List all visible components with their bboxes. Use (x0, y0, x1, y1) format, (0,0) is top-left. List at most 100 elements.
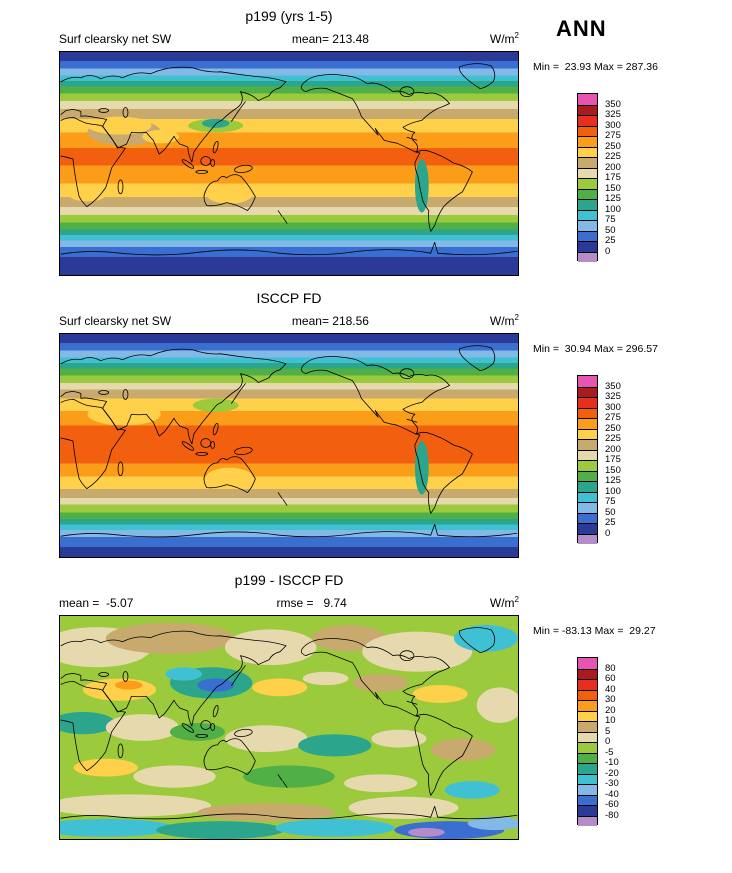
field-patch (73, 758, 138, 777)
colorbar-tick-label: 25 (605, 235, 616, 246)
colorbar-tick-label: 300 (605, 119, 621, 131)
colorbar-swatch (578, 763, 597, 774)
colorbar-tick-label: -60 (605, 799, 619, 810)
colorbar-swatch (578, 481, 597, 492)
field-patch (142, 130, 180, 144)
colorbar-swatch (578, 449, 597, 460)
field-patch (87, 403, 161, 426)
colorbar-tick-label: 75 (605, 496, 616, 507)
colorbar-swatch (578, 439, 597, 450)
field-patch (467, 816, 518, 831)
colorbar-tick-label: -5 (605, 746, 614, 758)
colorbar-swatch (578, 220, 597, 231)
field-patch (348, 796, 459, 819)
colorbar-tick-label: 100 (605, 203, 621, 215)
field-patch (353, 673, 409, 692)
colorbar-tick-label: 20 (605, 704, 616, 716)
colorbar-tick-label: -10 (605, 757, 619, 768)
field-patch (133, 765, 216, 788)
colorbar-swatch (578, 146, 597, 157)
colorbar-tick-label: 100 (605, 485, 621, 497)
colorbar-tick-label: 50 (605, 224, 616, 236)
panel-model: p199 (yrs 1-5) Surf clearsky net SW mean… (0, 8, 732, 276)
season-label: ANN (556, 16, 607, 41)
coastline-overlay (60, 63, 518, 256)
panel-body: Min = 23.93 Max = 287.36 350 325 300 275 250… (0, 51, 732, 276)
colorbar-swatch (578, 209, 597, 220)
colorbar-tick-label: 25 (605, 517, 616, 528)
colorbar-swatch (578, 460, 597, 471)
field-patch (298, 734, 372, 757)
colorbar-tick-label: 175 (605, 454, 621, 465)
colorbar-swatch (578, 710, 597, 721)
field-patch (243, 765, 335, 788)
colorbar-swatch (578, 502, 597, 513)
legend-column: Min = 23.93 Max = 287.36 350 325 300 275 250… (533, 61, 729, 262)
colorbar-swatch (578, 731, 597, 742)
field-patch (201, 118, 230, 128)
field-patch (408, 827, 445, 837)
field-patch (302, 671, 349, 686)
colorbar-swatch (578, 94, 597, 105)
colorbar-wrap: 80 60 40 30 20 10 5 0 -5 -10 -20 -30 -40 -60 -80 (577, 657, 729, 826)
legend-column: Min = -83.13 Max = 29.27 80 60 40 30 20 10 5 0-… (533, 625, 729, 826)
field-patch (105, 714, 180, 741)
colorbar-swatch (578, 742, 597, 753)
panel-title: p199 - ISCCP FD (234, 572, 344, 588)
colorbar-tick-label: 150 (605, 182, 621, 194)
colorbar-tick-label: 150 (605, 464, 621, 476)
panel-header-row: Surf clearsky net SW mean= 213.48 W/m2 (59, 31, 519, 46)
field-patch (453, 624, 518, 652)
colorbar-swatch (578, 157, 597, 168)
mean-label: mean = -5.07 (59, 596, 134, 610)
colorbar-swatch (578, 658, 597, 669)
colorbar-swatch (578, 115, 597, 126)
field-patch (414, 159, 429, 213)
colorbar: 80 60 40 30 20 10 5 0 -5 -10 -20 -30 -40 -60 -80 (577, 657, 619, 826)
colorbar-swatch (578, 784, 597, 795)
field-patch (362, 631, 473, 672)
colorbar-tick-label: 5 (605, 725, 611, 737)
field-patch (476, 687, 518, 724)
map-model (59, 51, 519, 276)
field-patch (371, 729, 427, 748)
units-label: W/m2 (489, 595, 519, 610)
colorbar-swatch (578, 470, 597, 481)
colorbar-tick-label: 300 (605, 401, 621, 413)
colorbar-tick-label: 40 (605, 683, 616, 695)
colorbar-tick-label: 125 (605, 475, 621, 486)
colorbar-swatch (578, 241, 597, 252)
panel-difference: p199 - ISCCP FD mean = -5.07 rmse = 9.74… (0, 572, 732, 840)
field-patch (60, 818, 175, 837)
variable-label: Surf clearsky net SW (59, 314, 172, 328)
colorbar-swatch (578, 668, 597, 679)
colorbar-swatch (578, 251, 597, 262)
field-patch (343, 774, 418, 793)
colorbar-tick-label: 325 (605, 109, 621, 120)
field-patch (114, 680, 143, 690)
rmse-label: rmse = 9.74 (276, 596, 347, 610)
minmax-label: Min = 30.94 Max = 296.57 (533, 343, 658, 355)
colorbar-tick-label: 325 (605, 391, 621, 402)
colorbar-tick-label: 0 (605, 736, 611, 747)
colorbar-tick-label: 225 (605, 433, 621, 444)
variable-label: Surf clearsky net SW (59, 32, 172, 46)
colorbar-tick-label: 250 (605, 422, 621, 434)
colorbar: 350 325 300 275 250 225 200 175 150 125 100 75 50 25 0 (577, 93, 621, 262)
panel-header-row: mean = -5.07 rmse = 9.74 W/m2 (59, 595, 519, 610)
colorbar-tick-label: 60 (605, 673, 616, 684)
colorbar-swatch (578, 178, 597, 189)
panel-body: Min = 30.94 Max = 296.57 350 325 300 275 250… (0, 333, 732, 558)
colorbar-swatch (578, 230, 597, 241)
colorbar-swatch (578, 386, 597, 397)
colorbar-swatch (578, 512, 597, 523)
colorbar-swatch (578, 721, 597, 732)
colorbar-tick-label: 200 (605, 443, 621, 455)
colorbar-tick-label: 175 (605, 172, 621, 183)
colorbar-wrap: 350 325 300 275 250 225 200 175 150 125 100 75 50 25 0 (577, 93, 729, 262)
colorbar-tick-label: 225 (605, 151, 621, 162)
field-patch (197, 803, 335, 822)
field-patches-overlay (87, 398, 429, 495)
field-patch (206, 467, 253, 486)
colorbar-tick-label: -20 (605, 767, 619, 779)
